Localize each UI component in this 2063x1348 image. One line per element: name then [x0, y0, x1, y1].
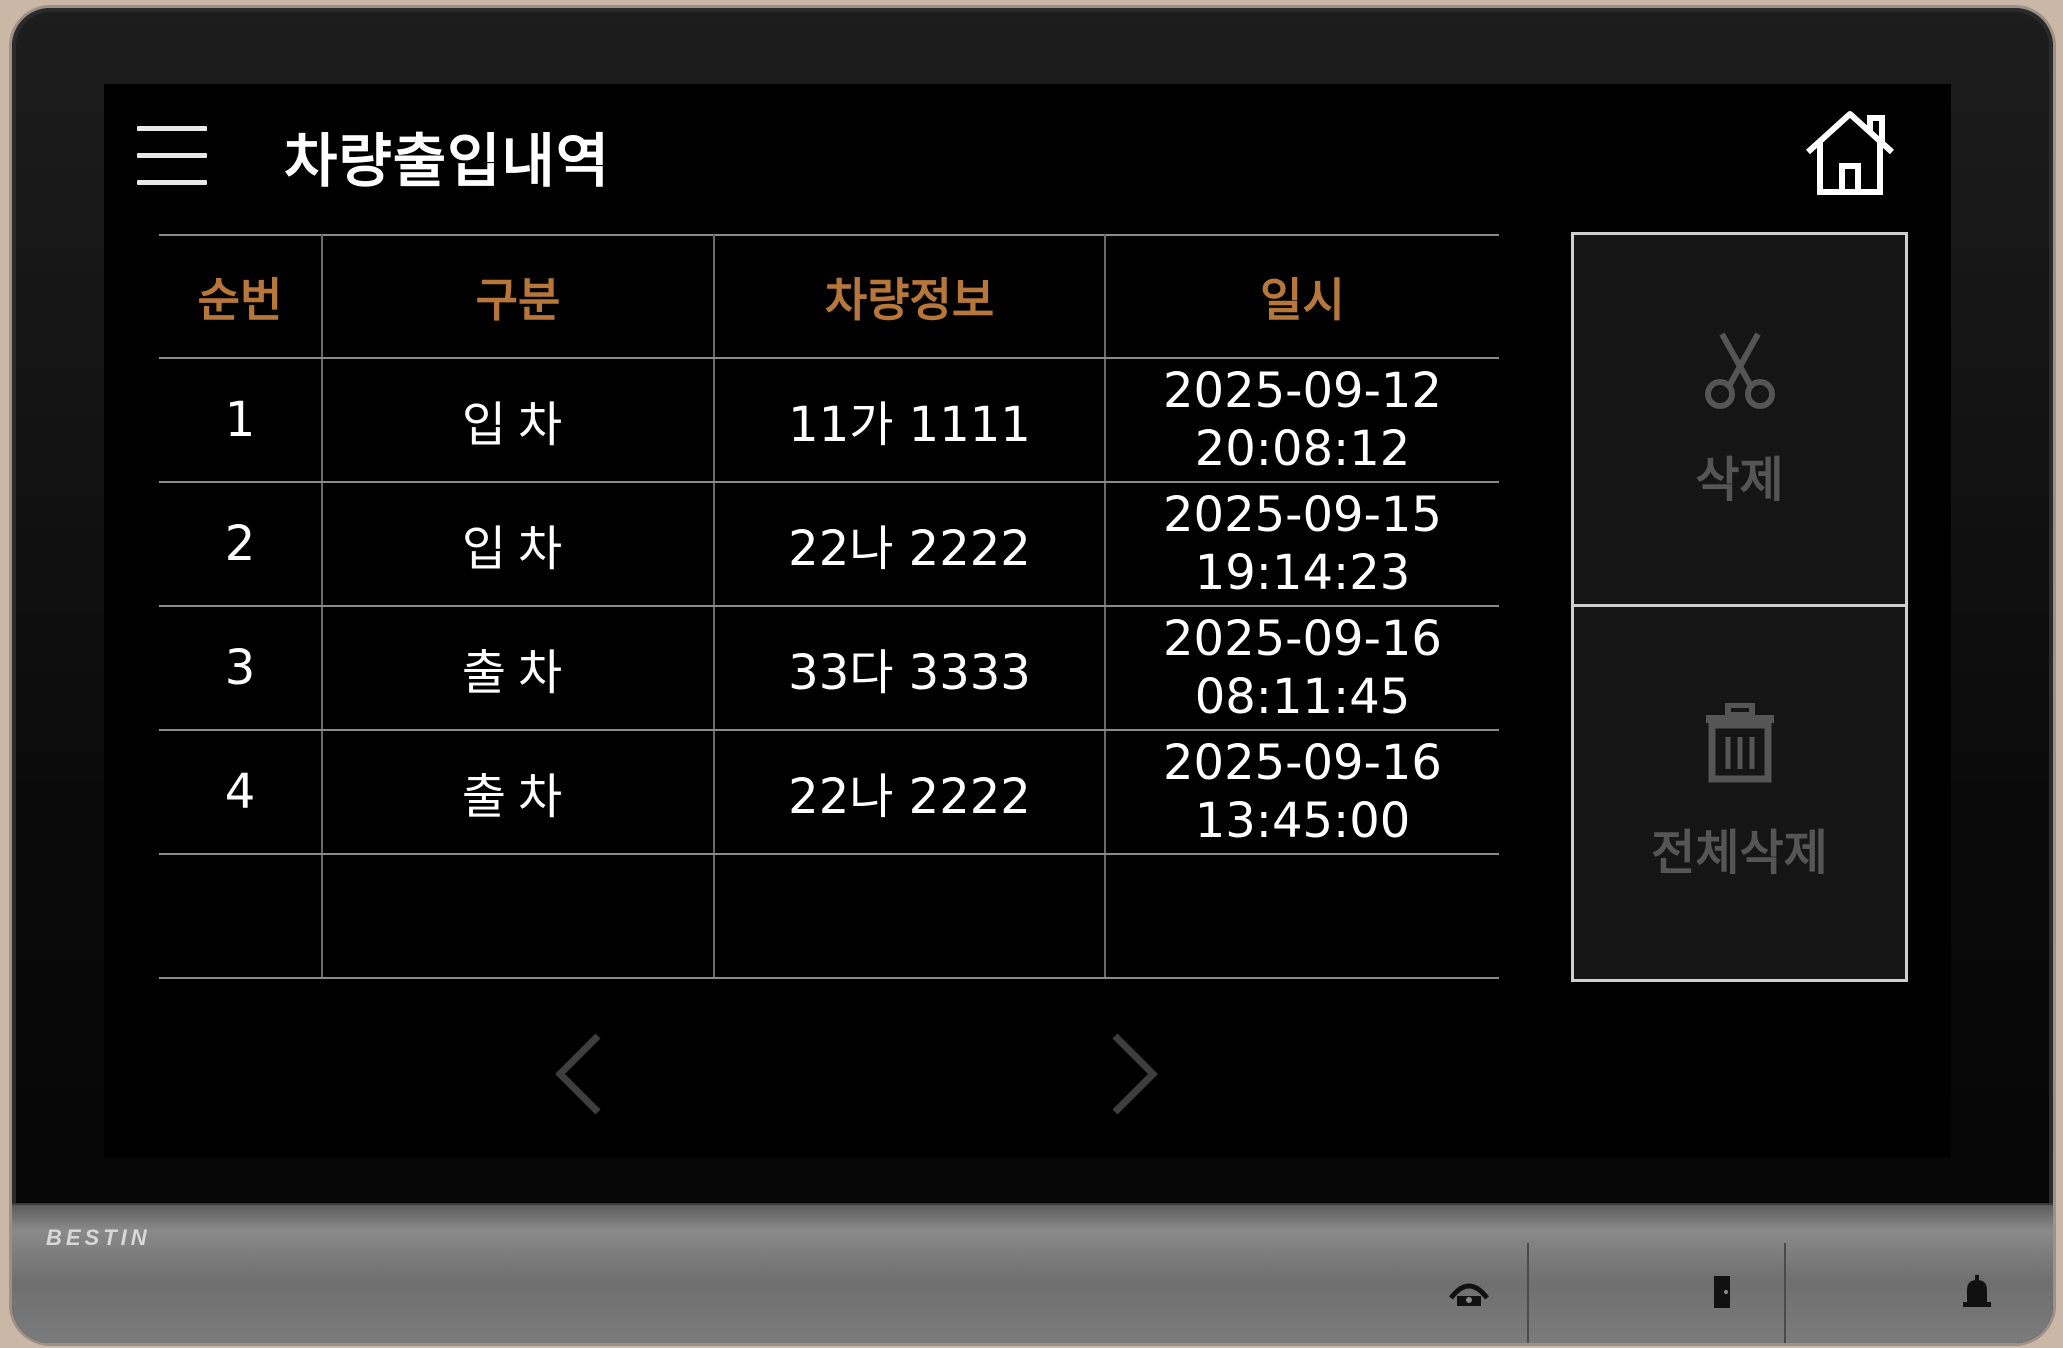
- cell-type: 입차: [321, 357, 715, 483]
- cell-date: 2025-09-16: [1163, 611, 1442, 667]
- table-row[interactable]: 3 출차 33다 3333 2025-09-16 08:11:45: [159, 605, 1499, 731]
- cell-datetime: 2025-09-16 13:45:00: [1104, 729, 1499, 855]
- prev-page-icon[interactable]: [542, 1024, 622, 1124]
- scissors-icon: [1700, 330, 1780, 422]
- cell-plate: 22나 2222: [713, 481, 1106, 607]
- cell-datetime: 2025-09-15 19:14:23: [1104, 481, 1499, 607]
- brand-logo: BESTIN: [46, 1225, 151, 1250]
- column-header-datetime: 일시: [1104, 234, 1499, 359]
- cell-datetime: 2025-09-16 08:11:45: [1104, 605, 1499, 731]
- cell-time: 19:14:23: [1194, 545, 1411, 601]
- action-panel: 삭제 전체삭제: [1571, 232, 1908, 982]
- next-page-icon[interactable]: [1091, 1024, 1171, 1124]
- cell-plate: 22나 2222: [713, 729, 1106, 855]
- bezel-divider: [1527, 1243, 1529, 1343]
- cell-plate: 11가 1111: [713, 357, 1106, 483]
- cell-type: 출차: [321, 605, 715, 731]
- column-header-type: 구분: [321, 234, 715, 359]
- cell-number: 2: [159, 481, 323, 607]
- cell-time: 13:45:00: [1194, 793, 1411, 849]
- cell-plate: 33다 3333: [713, 605, 1106, 731]
- cell-date: 2025-09-15: [1163, 487, 1442, 543]
- trash-icon: [1704, 702, 1776, 795]
- cell-time: 08:11:45: [1194, 669, 1411, 725]
- device-bezel: BESTIN: [12, 1203, 2053, 1343]
- hamburger-menu-icon[interactable]: [137, 126, 207, 190]
- intercom-icon[interactable]: [1444, 1267, 1494, 1317]
- alarm-bell-icon[interactable]: [1952, 1267, 2002, 1317]
- page-title: 차량출입내역: [284, 127, 611, 195]
- bezel-divider: [1784, 1243, 1786, 1343]
- vehicle-log-table: 순번 구분 차량정보 일시 1 입차 11가 1111 2025-09-12 2…: [159, 234, 1499, 979]
- cell-datetime: 2025-09-12 20:08:12: [1104, 357, 1499, 483]
- table-row-empty: [159, 853, 1499, 979]
- delete-all-label: 전체삭제: [1651, 825, 1828, 881]
- cell-date: 2025-09-12: [1163, 363, 1442, 419]
- cell-datetime: [1104, 853, 1499, 979]
- cell-date: 2025-09-16: [1163, 735, 1442, 791]
- table-row[interactable]: 1 입차 11가 1111 2025-09-12 20:08:12: [159, 357, 1499, 483]
- delete-button[interactable]: 삭제: [1574, 235, 1905, 607]
- table-header-row: 순번 구분 차량정보 일시: [159, 234, 1499, 359]
- delete-label: 삭제: [1695, 451, 1784, 508]
- cell-number: [159, 853, 323, 979]
- column-header-number: 순번: [159, 234, 323, 359]
- table-row[interactable]: 2 입차 22나 2222 2025-09-15 19:14:23: [159, 481, 1499, 607]
- screen: 차량출입내역 순번 구분 차량정보 일시: [104, 84, 1951, 1158]
- delete-all-button[interactable]: 전체삭제: [1574, 607, 1905, 979]
- device-frame: 차량출입내역 순번 구분 차량정보 일시: [12, 8, 2053, 1343]
- cell-type: 입차: [321, 481, 715, 607]
- cell-type: 출차: [321, 729, 715, 855]
- table-row[interactable]: 4 출차 22나 2222 2025-09-16 13:45:00: [159, 729, 1499, 855]
- cell-number: 3: [159, 605, 323, 731]
- column-header-vehicle: 차량정보: [713, 234, 1106, 359]
- cell-number: 1: [159, 357, 323, 483]
- home-icon[interactable]: [1802, 108, 1898, 198]
- cell-time: 20:08:12: [1194, 421, 1411, 477]
- cell-type: [321, 853, 715, 979]
- door-icon[interactable]: [1697, 1267, 1747, 1317]
- cell-number: 4: [159, 729, 323, 855]
- cell-plate: [713, 853, 1106, 979]
